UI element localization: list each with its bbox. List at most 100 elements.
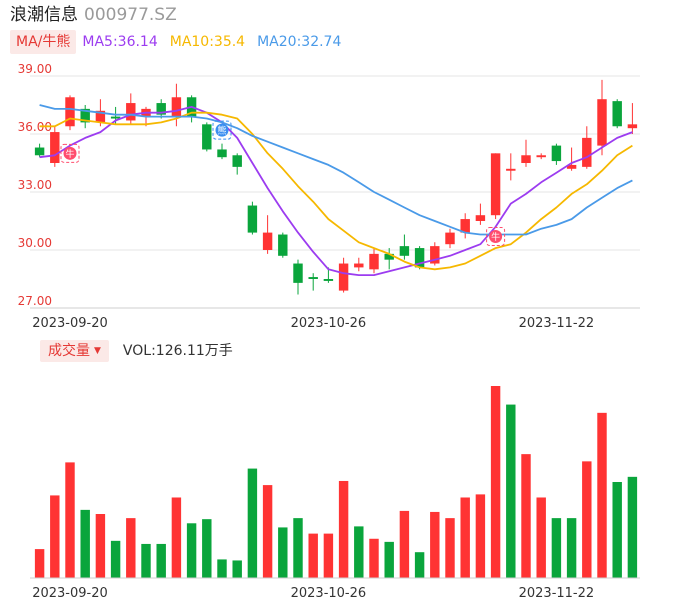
candle — [490, 153, 501, 220]
candle — [308, 273, 318, 291]
caret-down-icon: ▼ — [94, 346, 101, 356]
candle-body — [445, 232, 455, 245]
candle — [202, 122, 212, 152]
x-tick-label: 2023-09-20 — [32, 586, 108, 601]
volume-bar — [126, 518, 136, 578]
y-tick-label: 27.00 — [18, 294, 52, 308]
candle-body — [308, 277, 318, 279]
volume-bar — [232, 560, 242, 578]
candle — [597, 79, 607, 156]
candle — [65, 95, 75, 131]
volume-bar — [80, 509, 90, 578]
volume-bars — [34, 386, 638, 578]
marker-frame — [212, 120, 232, 140]
candle — [460, 213, 470, 239]
candle — [612, 99, 622, 129]
volume-bar — [338, 480, 349, 578]
candle-body — [247, 205, 258, 233]
candle-body — [338, 263, 349, 291]
candle — [50, 126, 60, 167]
candle-body — [262, 232, 273, 250]
candle-body — [597, 99, 607, 146]
stock-title: 浪潮信息 000977.SZ — [10, 4, 177, 26]
candle-body — [171, 97, 182, 117]
volume-bar — [50, 495, 60, 578]
ma20-legend: MA20:32.74 — [257, 34, 342, 50]
volume-indicator-tag[interactable]: 成交量 ▼ — [40, 340, 109, 362]
volume-bar — [186, 523, 197, 578]
volume-bar — [278, 527, 288, 578]
candle — [566, 147, 577, 171]
volume-bar — [582, 461, 592, 578]
candle-body — [50, 132, 60, 163]
volume-bar — [202, 519, 212, 578]
volume-bar — [506, 404, 516, 578]
candle — [536, 153, 546, 160]
candle — [521, 139, 531, 167]
volume-bar — [597, 412, 607, 578]
candle-body — [278, 234, 288, 256]
candle — [247, 201, 258, 235]
candle — [156, 99, 166, 119]
volume-bar — [65, 462, 75, 578]
candle — [384, 248, 394, 270]
candle — [399, 234, 410, 260]
marker-label: 牛 — [491, 231, 500, 243]
candle-body — [536, 155, 546, 158]
candle — [506, 153, 516, 181]
volume-bar — [323, 533, 334, 578]
volume-bar — [354, 526, 364, 578]
volume-bar — [156, 543, 166, 578]
candle-body — [490, 153, 501, 216]
candle — [475, 203, 486, 225]
bear-marker-icon: 熊 — [212, 120, 232, 140]
ma5-line — [39, 106, 633, 277]
volume-bar — [490, 386, 501, 578]
x-tick-label: 2023-09-20 — [32, 316, 108, 331]
candle-body — [95, 110, 106, 123]
x-tick-label: 2023-10-26 — [291, 316, 367, 331]
ma-indicator-tag[interactable]: MA/牛熊 — [10, 30, 77, 54]
candle-body — [110, 116, 121, 119]
candle-body — [399, 246, 410, 256]
candle-body — [232, 155, 242, 167]
candle — [278, 232, 288, 258]
candle-body — [551, 145, 562, 162]
volume-bar — [34, 549, 45, 578]
volume-bar — [627, 476, 638, 578]
marker-label: 熊 — [217, 125, 226, 137]
marker-frame — [60, 143, 80, 163]
candle-body — [156, 103, 166, 115]
candle — [551, 143, 562, 165]
marker-dot — [489, 229, 503, 243]
volume-bar — [460, 497, 470, 578]
y-tick-label: 33.00 — [18, 178, 52, 192]
volume-bar — [399, 510, 410, 578]
candle — [262, 215, 273, 254]
ma-legend: MA/牛熊 MA5:36.14 MA10:35.4 MA20:32.74 — [10, 30, 341, 54]
candle — [293, 259, 303, 295]
volume-bar — [384, 541, 394, 578]
candle-body — [65, 97, 75, 127]
volume-bar — [217, 559, 227, 578]
candle — [582, 126, 592, 169]
candle-body — [354, 263, 364, 268]
candle-body — [202, 124, 212, 150]
volume-bar — [475, 494, 486, 578]
candle — [217, 143, 227, 160]
ma10-line — [39, 111, 633, 271]
volume-bar — [521, 454, 531, 578]
candle-body — [80, 108, 90, 123]
volume-bar — [536, 497, 546, 578]
marker-label: 牛 — [65, 148, 74, 160]
marker-dot — [63, 146, 77, 160]
candle-body — [126, 103, 136, 121]
volume-bar — [445, 518, 455, 578]
marker-dot — [215, 123, 229, 137]
ma5-legend: MA5:36.14 — [82, 34, 158, 50]
x-tick-label: 2023-10-26 — [291, 586, 367, 601]
volume-value: VOL:126.11万手 — [122, 343, 233, 359]
candle — [369, 248, 379, 274]
candles — [34, 79, 638, 295]
